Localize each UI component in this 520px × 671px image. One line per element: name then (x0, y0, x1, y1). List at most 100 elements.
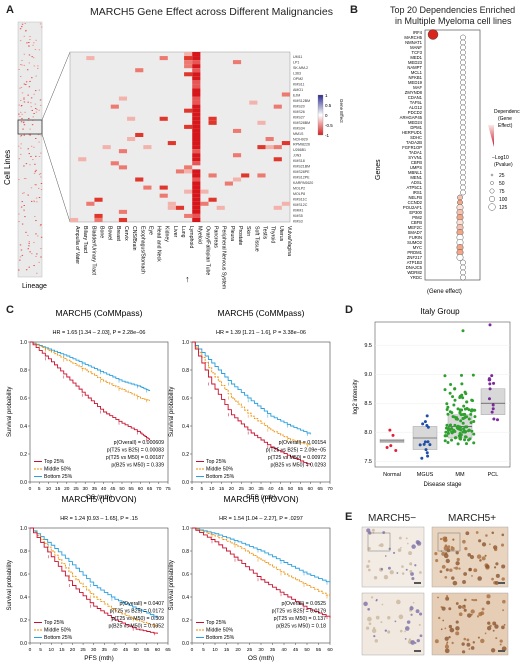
gene-label: PDCD2 (408, 110, 423, 115)
gene-dot (460, 89, 466, 96)
km-xtick-label: 50 (119, 486, 125, 492)
ihc-cell (494, 624, 499, 629)
zoom-cell (257, 120, 266, 125)
overview-cell (23, 209, 25, 211)
overview-cell (39, 225, 42, 227)
ihc-cell (455, 631, 460, 636)
km-xlabel: OS (mth) (248, 655, 274, 662)
lineage-label: Lymphoid (188, 226, 194, 248)
zoom-cell (94, 217, 103, 222)
size-legend-value: 25 (499, 173, 505, 179)
heatmap-row-label: KMS18 (293, 159, 305, 163)
lineage-label: Skin (245, 226, 251, 236)
scatter-point (458, 396, 462, 400)
gene-dot (460, 259, 466, 266)
gene-label: ZNF217 (407, 255, 423, 260)
ihc-cell (374, 639, 379, 643)
overview-cell (34, 184, 36, 185)
zoom-cell (192, 72, 201, 77)
zoom-cell (184, 189, 193, 194)
scatter-point (420, 456, 424, 460)
scatter-point (428, 443, 432, 447)
size-legend-dot (489, 188, 495, 194)
ihc-cell (487, 621, 491, 625)
zoom-cell (118, 149, 128, 154)
ihc-cell (415, 540, 420, 545)
lineage-label: Cervix (123, 226, 129, 241)
zoom-cell (273, 145, 282, 150)
scatter-point (490, 410, 494, 414)
km-stat: p(T25 vs M50) = 0.509 (112, 616, 164, 622)
gene-label: DNAJC5 (406, 265, 423, 270)
overview-cell (23, 134, 26, 136)
scatter-point (423, 420, 427, 424)
overview-cell (30, 97, 33, 99)
gene-label: CBFB (411, 160, 422, 165)
km-ytick-label: 0.8 (182, 368, 189, 374)
heatmap-row-label: JJN3 (293, 154, 301, 158)
zoom-cell (192, 181, 201, 186)
panel-c: C MARCH5 (CoMMpass) HR = 1.65 [1.34 – 2.0… (0, 300, 340, 671)
zoom-cell (192, 60, 201, 65)
size-legend-dot (488, 195, 495, 202)
size-legend-value: 75 (499, 189, 505, 195)
ihc-cell (451, 641, 454, 645)
km-xtick-label: 5 (202, 647, 205, 653)
scatter-point (389, 444, 393, 448)
km-ytick-label: 0.2 (182, 452, 189, 458)
overview-cell (25, 84, 27, 86)
zoom-cell (94, 197, 103, 202)
ihc-cell (499, 643, 502, 646)
scatter-point (460, 393, 464, 397)
zoom-cell (192, 201, 201, 206)
overview-cell (33, 172, 36, 174)
ihc-cell (410, 572, 414, 576)
lineage-label: Ovary/Fallopian Tube (204, 226, 210, 275)
zoom-cell (118, 217, 128, 222)
size-legend-dot (488, 203, 496, 211)
overview-cell (29, 80, 31, 82)
zoom-cell (192, 112, 201, 117)
km-xtick-label: 10 (212, 647, 218, 653)
gene-label: ARHGAP45 (400, 115, 423, 120)
gene-label: MEN1 (410, 175, 422, 180)
overview-cell (35, 233, 37, 235)
km-stat: p(B25 vs M50) = 0.0352 (108, 624, 164, 630)
zoom-cell (86, 56, 95, 61)
overview-cell (28, 266, 30, 268)
panel-a-title: MARCH5 Gene Effect across Different Mali… (90, 6, 333, 18)
scatter-point (491, 403, 495, 407)
scatter-point (460, 382, 464, 386)
overview-cell (37, 134, 40, 136)
lineage-label: Eye (147, 226, 153, 235)
gene-dot (460, 174, 466, 181)
zoom-cell (143, 145, 152, 150)
gene-label: ATP1B3 (407, 260, 423, 265)
ihc-cell (491, 531, 495, 535)
ihc-cell (439, 537, 443, 541)
legend-b-wedge (488, 125, 494, 147)
ihc-cell (481, 542, 487, 547)
gene-label: CDAN1 (408, 95, 423, 100)
km-legend-label: Bottom 25% (206, 474, 235, 480)
gene-dot (427, 29, 439, 40)
overview-cell (39, 173, 42, 174)
overview-cell (29, 164, 31, 166)
scatter-point (488, 378, 492, 382)
overview-cell (27, 234, 29, 236)
lineage-label: Head and Neck (156, 226, 162, 262)
zoom-cell (192, 132, 201, 137)
zoom-cell (232, 177, 242, 182)
size-legend-title: −Log10 (492, 155, 509, 161)
overview-cell (37, 65, 39, 67)
ihc-cell (448, 607, 452, 611)
gene-label: FGFR1OP (402, 145, 422, 150)
km-legend-label: Bottom 25% (44, 474, 73, 480)
ihc-cell (368, 622, 372, 626)
gene-label: DPM1 (410, 125, 422, 130)
size-legend-title2: (Pvalue) (494, 162, 513, 168)
scatter-point (467, 417, 471, 421)
ihc-cell (492, 621, 495, 624)
km-xtick-label: 35 (92, 486, 98, 492)
zoom-cell (273, 205, 282, 210)
